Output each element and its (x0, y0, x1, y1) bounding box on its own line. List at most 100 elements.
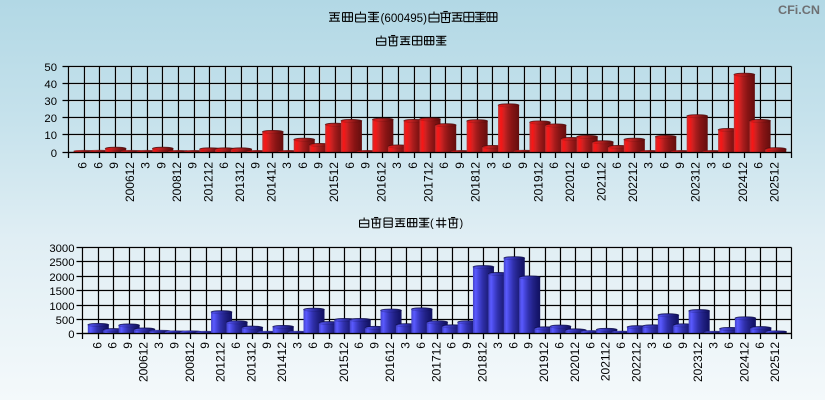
svg-text:9: 9 (107, 162, 121, 169)
svg-text:9: 9 (522, 342, 536, 349)
svg-text:10: 10 (44, 130, 57, 142)
svg-text:202012: 202012 (568, 342, 582, 382)
svg-text:3: 3 (291, 342, 305, 349)
svg-text:9: 9 (453, 162, 467, 169)
svg-text:201712: 201712 (422, 162, 436, 202)
svg-text:9: 9 (321, 342, 335, 349)
svg-text:3: 3 (642, 162, 656, 169)
svg-text:6: 6 (579, 162, 593, 169)
svg-text:): ) (460, 217, 464, 229)
svg-text:9: 9 (186, 162, 200, 169)
svg-text:6: 6 (106, 342, 120, 349)
svg-text:201512: 201512 (327, 162, 341, 202)
svg-text:201612: 201612 (374, 162, 388, 202)
svg-text:202212: 202212 (626, 162, 640, 202)
svg-text:202112: 202112 (594, 162, 608, 201)
svg-text:9: 9 (359, 162, 373, 169)
svg-text:6: 6 (296, 162, 310, 169)
svg-text:6: 6 (437, 162, 451, 169)
svg-text:201212: 201212 (201, 162, 215, 202)
svg-text:3: 3 (707, 342, 721, 349)
svg-text:6: 6 (445, 342, 459, 349)
svg-text:3: 3 (152, 342, 166, 349)
svg-text:3: 3 (398, 342, 412, 349)
svg-text:201212: 201212 (214, 342, 228, 382)
svg-text:50: 50 (44, 62, 57, 74)
svg-text:201912: 201912 (537, 342, 551, 382)
svg-text:202312: 202312 (691, 342, 705, 382)
svg-text:9: 9 (460, 342, 474, 349)
svg-text:6: 6 (583, 342, 597, 349)
svg-text:201312: 201312 (233, 162, 247, 202)
svg-text:0: 0 (68, 329, 74, 341)
svg-text:201912: 201912 (532, 162, 546, 202)
svg-text:9: 9 (167, 342, 181, 349)
svg-text:30: 30 (44, 96, 57, 108)
svg-text:200812: 200812 (170, 162, 184, 202)
svg-text:6: 6 (720, 162, 734, 169)
svg-text:1000: 1000 (49, 301, 74, 313)
svg-text:6: 6 (614, 342, 628, 349)
svg-text:3: 3 (484, 162, 498, 169)
svg-text:9: 9 (154, 162, 168, 169)
svg-text:201812: 201812 (475, 342, 489, 382)
svg-text:6: 6 (722, 342, 736, 349)
svg-text:6: 6 (506, 342, 520, 349)
svg-text:202112: 202112 (599, 342, 613, 381)
svg-text:6: 6 (660, 342, 674, 349)
svg-text:200612: 200612 (137, 342, 151, 382)
svg-text:3: 3 (645, 342, 659, 349)
svg-text:201312: 201312 (244, 342, 258, 382)
svg-text:202412: 202412 (736, 162, 750, 202)
svg-text:6: 6 (752, 162, 766, 169)
svg-text:3000: 3000 (49, 243, 74, 255)
svg-text:CFi.CN: CFi.CN (778, 5, 820, 17)
svg-text:202012: 202012 (563, 162, 577, 202)
svg-text:6: 6 (217, 162, 231, 169)
svg-text:6: 6 (753, 342, 767, 349)
svg-text:3: 3 (139, 162, 153, 169)
svg-text:6: 6 (352, 342, 366, 349)
svg-text:202212: 202212 (630, 342, 644, 382)
svg-text:201412: 201412 (264, 162, 278, 202)
svg-text:0: 0 (51, 148, 57, 160)
svg-text:20: 20 (44, 113, 57, 125)
svg-text:201412: 201412 (275, 342, 289, 382)
svg-text:9: 9 (198, 342, 212, 349)
svg-text:9: 9 (260, 342, 274, 349)
svg-text:6: 6 (547, 162, 561, 169)
svg-text:500: 500 (56, 315, 75, 327)
svg-text:200612: 200612 (123, 162, 137, 202)
svg-text:6: 6 (553, 342, 567, 349)
svg-text:9: 9 (121, 342, 135, 349)
svg-text:3: 3 (390, 162, 404, 169)
svg-text:3: 3 (491, 342, 505, 349)
svg-text:202412: 202412 (737, 342, 751, 382)
svg-text:9: 9 (368, 342, 382, 349)
svg-text:6: 6 (343, 162, 357, 169)
svg-text:6: 6 (406, 162, 420, 169)
svg-text:2500: 2500 (49, 257, 74, 269)
svg-text:40: 40 (44, 79, 57, 91)
svg-text:6: 6 (657, 162, 671, 169)
svg-text:201712: 201712 (429, 342, 443, 382)
svg-text:6: 6 (306, 342, 320, 349)
svg-text:6: 6 (90, 342, 104, 349)
svg-text:9: 9 (673, 162, 687, 169)
svg-text:(: ( (430, 217, 434, 229)
svg-text:202512: 202512 (768, 342, 782, 382)
svg-text:6: 6 (500, 162, 514, 169)
svg-text:202512: 202512 (767, 162, 781, 202)
svg-text:6: 6 (91, 162, 105, 169)
svg-text:9: 9 (311, 162, 325, 169)
svg-text:201512: 201512 (337, 342, 351, 382)
svg-text:(600495): (600495) (381, 13, 428, 25)
svg-text:3: 3 (280, 162, 294, 169)
svg-text:201612: 201612 (383, 342, 397, 382)
svg-text:9: 9 (516, 162, 530, 169)
svg-text:1500: 1500 (49, 286, 74, 298)
svg-text:6: 6 (414, 342, 428, 349)
svg-text:6: 6 (610, 162, 624, 169)
svg-text:3: 3 (704, 162, 718, 169)
svg-text:2000: 2000 (49, 272, 74, 284)
